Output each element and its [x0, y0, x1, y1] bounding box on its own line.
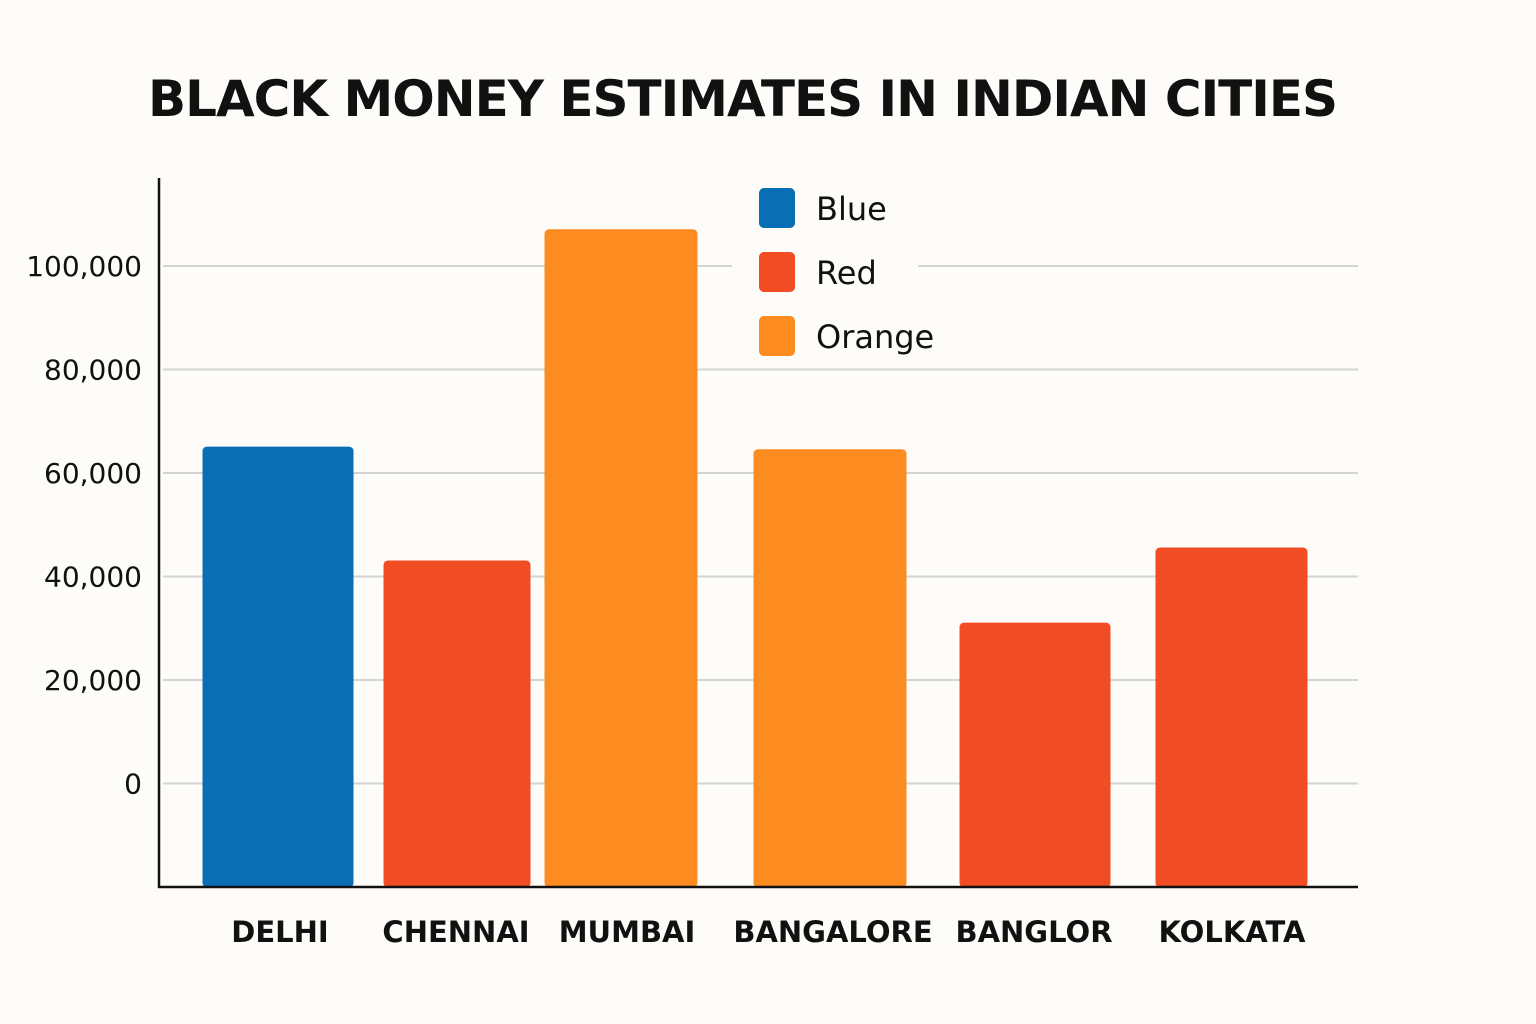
bar-kolkata	[1155, 547, 1308, 888]
x-label-chennai: CHENNAI	[382, 915, 529, 949]
y-tick-label: 0	[124, 767, 142, 800]
legend-swatch-blue	[759, 188, 795, 228]
x-label-bangalore: BANGALORE	[733, 915, 932, 949]
legend-label-blue: Blue	[816, 190, 887, 228]
bar-bangalore	[753, 449, 907, 888]
legend-swatch-orange	[759, 316, 795, 356]
y-tick-label: 60,000	[44, 457, 142, 490]
x-category-labels: DELHI CHENNAI MUMBAI BANGALORE BANGLOR KOLKAT…	[231, 915, 1306, 949]
y-tick-label: 20,000	[44, 664, 142, 697]
bar-chennai	[383, 560, 531, 888]
y-tick-label: 80,000	[44, 353, 142, 386]
legend-swatch-red	[759, 252, 795, 292]
x-label-kolkata: KOLKATA	[1159, 915, 1306, 949]
legend: Blue Red Orange	[759, 188, 934, 356]
x-label-delhi: DELHI	[231, 915, 328, 949]
x-label-banglor: BANGLOR	[955, 915, 1112, 949]
axes	[157, 178, 1358, 889]
chart-title: BLACK MONEY ESTIMATES IN INDIAN CITIES	[148, 70, 1338, 128]
bars	[202, 229, 1308, 888]
y-tick-label: 100,000	[26, 250, 142, 283]
y-tick-labels: 0 20,000 40,000 60,000 80,000 100,000	[26, 250, 142, 801]
legend-label-orange: Orange	[816, 318, 934, 356]
bar-delhi	[202, 446, 354, 888]
bar-mumbai	[544, 229, 698, 888]
legend-label-red: Red	[816, 254, 877, 292]
x-label-mumbai: MUMBAI	[559, 915, 696, 949]
y-tick-label: 40,000	[44, 560, 142, 593]
bar-banglor	[959, 622, 1111, 888]
